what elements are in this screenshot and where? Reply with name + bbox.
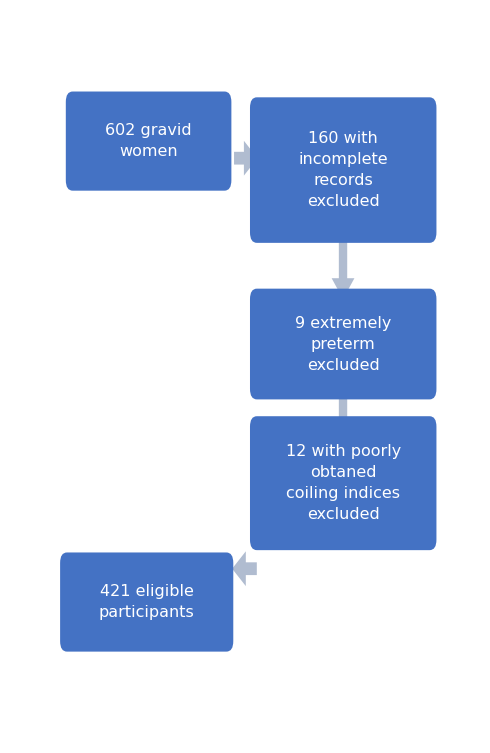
Polygon shape: [234, 141, 258, 175]
Polygon shape: [332, 389, 354, 456]
Text: 12 with poorly
obtaned
coiling indices
excluded: 12 with poorly obtaned coiling indices e…: [286, 444, 401, 522]
Text: 160 with
incomplete
records
excluded: 160 with incomplete records excluded: [298, 131, 388, 209]
Text: 421 eligible
participants: 421 eligible participants: [99, 584, 195, 620]
FancyBboxPatch shape: [250, 288, 437, 399]
Polygon shape: [232, 551, 257, 586]
FancyBboxPatch shape: [66, 92, 231, 191]
FancyBboxPatch shape: [250, 416, 437, 550]
FancyBboxPatch shape: [250, 97, 437, 243]
Polygon shape: [332, 233, 354, 299]
Text: 9 extremely
preterm
excluded: 9 extremely preterm excluded: [295, 316, 392, 373]
Text: 602 gravid
women: 602 gravid women: [105, 123, 192, 159]
FancyBboxPatch shape: [60, 553, 233, 651]
